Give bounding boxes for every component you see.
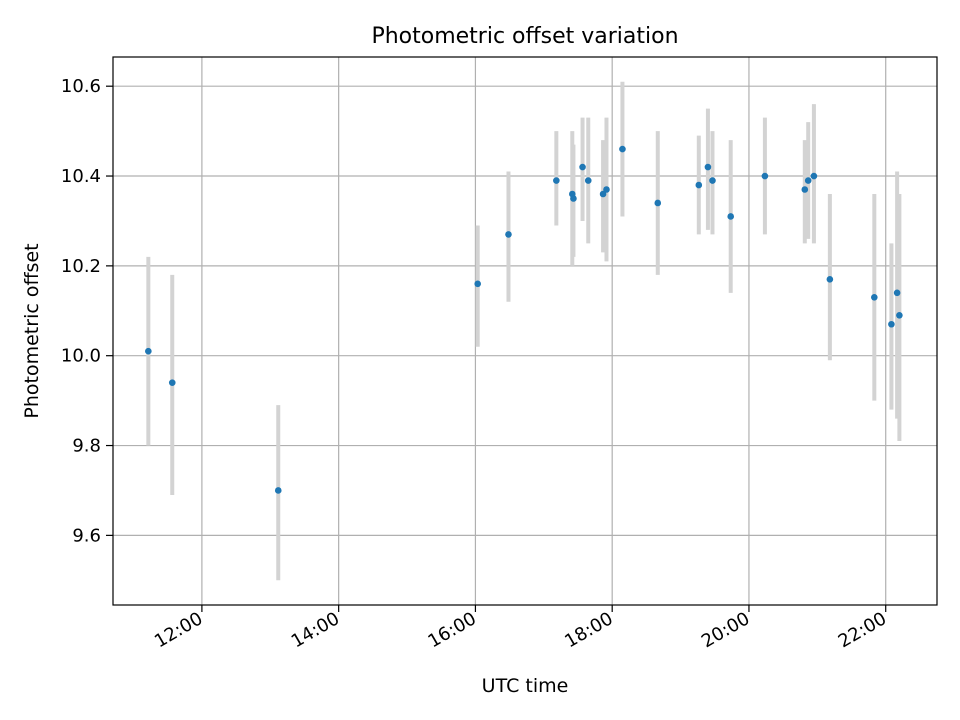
data-point xyxy=(603,186,610,193)
data-point xyxy=(871,294,878,301)
y-tick-label: 10.0 xyxy=(61,346,101,367)
x-axis-label: UTC time xyxy=(482,675,569,697)
data-point xyxy=(704,163,712,171)
y-tick-label: 10.2 xyxy=(61,256,101,277)
y-tick-label: 10.6 xyxy=(61,76,101,97)
data-point xyxy=(145,347,152,355)
data-point xyxy=(826,276,834,283)
data-point xyxy=(570,195,577,202)
data-point xyxy=(474,280,482,288)
chart-title: Photometric offset variation xyxy=(371,24,678,49)
data-point xyxy=(896,311,903,319)
data-point xyxy=(727,213,735,220)
data-points xyxy=(145,145,903,494)
plot-frame xyxy=(112,56,938,606)
data-point xyxy=(709,177,716,184)
data-point xyxy=(274,487,282,494)
data-point xyxy=(505,231,512,238)
y-tick-label: 10.4 xyxy=(61,166,101,187)
y-axis-ticks: 9.6 9.8 10.0 10.2 10.4 10.6 xyxy=(61,76,113,546)
data-point xyxy=(654,199,662,207)
y-axis-label: Photometric offset xyxy=(21,243,43,418)
data-point xyxy=(888,320,895,328)
data-point xyxy=(810,172,818,180)
data-point xyxy=(553,177,560,184)
data-point xyxy=(695,181,703,189)
data-point xyxy=(584,177,592,184)
grid-lines xyxy=(113,57,937,605)
y-tick-label: 9.8 xyxy=(72,436,101,457)
data-point xyxy=(801,186,809,193)
y-tick-label: 9.6 xyxy=(72,525,101,546)
data-point xyxy=(804,177,812,184)
data-point xyxy=(579,163,586,171)
data-point xyxy=(893,289,901,297)
data-point xyxy=(761,172,769,180)
data-point xyxy=(619,145,626,153)
data-point xyxy=(599,190,607,198)
data-point xyxy=(168,379,176,386)
